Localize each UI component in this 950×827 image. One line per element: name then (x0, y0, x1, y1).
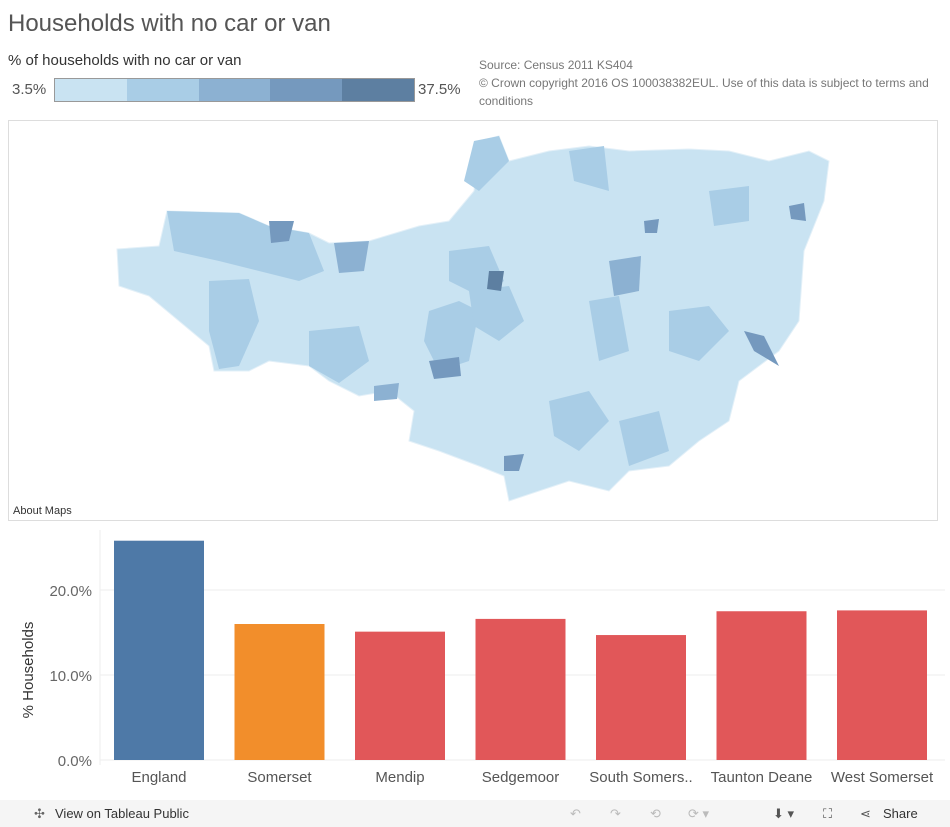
district-region (309, 326, 369, 383)
bar-england[interactable] (114, 540, 204, 760)
redo-icon[interactable]: ↷ (610, 806, 621, 821)
footer-toolbar: ✣ View on Tableau Public ↶ ↷ ⟲ ⟳ ▾ ⬇ ▾ ⛶… (0, 800, 950, 827)
about-maps-link[interactable]: About Maps (11, 504, 74, 518)
bar-west-somerset[interactable] (837, 610, 927, 760)
bar-mendip[interactable] (355, 631, 445, 760)
district-region (744, 331, 779, 366)
district-region (464, 136, 509, 191)
download-icon[interactable]: ⬇ ▾ (773, 806, 795, 821)
x-tick-label: Taunton Deane (711, 769, 813, 786)
y-tick-label: 0.0% (58, 753, 92, 770)
legend-swatch (55, 79, 127, 101)
dashboard-title: Households with no car or van (8, 10, 331, 37)
district-region (334, 241, 369, 273)
district-region (424, 301, 479, 371)
refresh-icon[interactable]: ⟳ ▾ (688, 806, 710, 821)
legend-title: % of households with no car or van (8, 52, 242, 69)
bar-chart: 0.0% 10.0% 20.0% % Households England Somerse… (20, 530, 945, 786)
x-tick-label: West Somerset (831, 769, 934, 786)
bar-taunton-deane[interactable] (716, 611, 807, 760)
district-region (609, 256, 641, 296)
district-region (709, 186, 749, 226)
district-region (469, 286, 524, 341)
map[interactable]: About Maps (8, 120, 938, 521)
bar-sedgemoor[interactable] (475, 618, 566, 760)
district-region (619, 411, 669, 466)
legend-min: 3.5% (12, 81, 47, 98)
district-region (669, 306, 729, 361)
district-region (644, 219, 659, 233)
source-line: Source: Census 2011 KS404 (479, 58, 633, 72)
legend-swatch (126, 79, 199, 101)
color-legend-ramp (54, 78, 415, 102)
x-tick-label: Somerset (247, 769, 312, 786)
y-axis-title: % Households (20, 622, 37, 719)
y-tick-label: 10.0% (49, 668, 92, 685)
view-on-tableau-link[interactable]: View on Tableau Public (55, 806, 189, 821)
undo-icon[interactable]: ↶ (570, 806, 581, 821)
copyright-line: © Crown copyright 2016 OS 100038382EUL. … (479, 76, 929, 108)
district-region (374, 383, 399, 401)
share-icon[interactable]: ⋖ (860, 806, 871, 821)
district-region (167, 211, 324, 281)
somerset-map[interactable] (9, 121, 939, 522)
district-region (789, 203, 806, 221)
source-note: Source: Census 2011 KS404 © Crown copyri… (479, 56, 939, 110)
district-region (209, 279, 259, 369)
share-button[interactable]: Share (883, 806, 918, 821)
district-region (504, 454, 524, 471)
legend-swatch (198, 79, 271, 101)
district-region (487, 271, 504, 291)
x-tick-label: Sedgemoor (482, 769, 560, 786)
revert-icon[interactable]: ⟲ (650, 806, 661, 821)
tableau-logo-icon: ✣ (34, 806, 45, 821)
bar-south-somers-[interactable] (596, 635, 686, 760)
legend-max: 37.5% (418, 81, 461, 98)
bar-somerset[interactable] (234, 624, 325, 760)
district-region (549, 391, 609, 451)
x-tick-label: England (131, 769, 186, 786)
fullscreen-icon[interactable]: ⛶ (823, 806, 833, 821)
district-region (269, 221, 294, 243)
district-region (429, 357, 461, 379)
x-tick-label: Mendip (375, 769, 424, 786)
legend-swatch (270, 79, 343, 101)
y-tick-label: 20.0% (49, 583, 92, 600)
x-tick-label: South Somers.. (589, 769, 692, 786)
district-region (589, 296, 629, 361)
legend-swatch (342, 79, 414, 101)
district-region (569, 146, 609, 191)
